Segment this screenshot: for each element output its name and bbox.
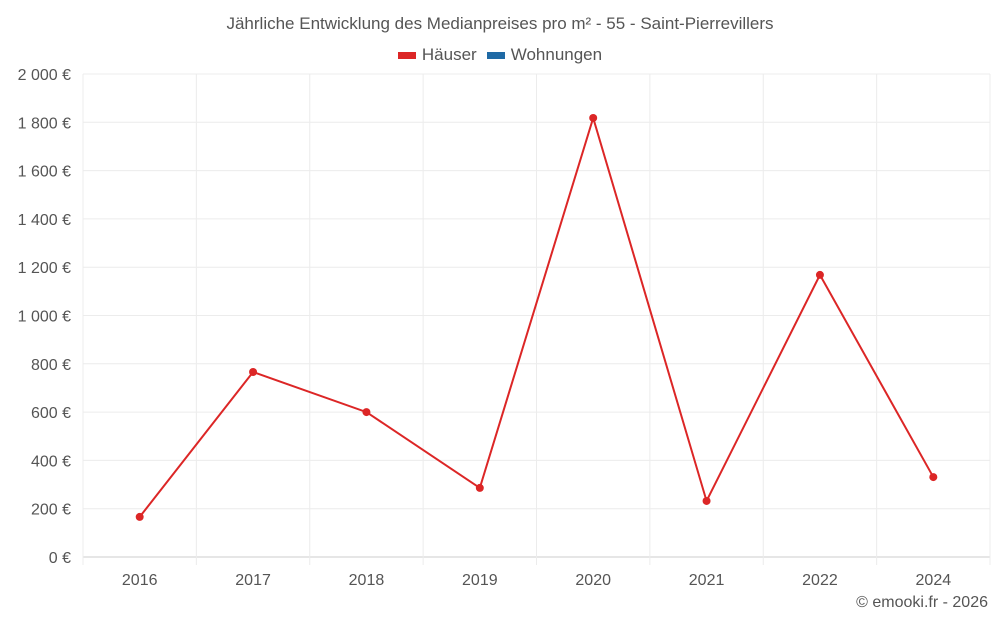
y-tick-label: 1 400 € — [18, 212, 71, 229]
y-tick-label: 600 € — [31, 405, 71, 422]
data-point — [249, 368, 258, 377]
x-tick-label: 2016 — [122, 572, 158, 589]
legend-label-houses: Häuser — [421, 45, 477, 64]
data-point — [702, 496, 711, 505]
legend: Häuser Wohnungen — [0, 45, 1000, 65]
y-tick-label: 1 600 € — [18, 164, 71, 181]
data-point — [929, 473, 938, 482]
x-tick-label: 2019 — [462, 572, 498, 589]
y-tick-label: 1 200 € — [18, 260, 71, 277]
y-tick-label: 0 € — [49, 550, 71, 567]
y-tick-label: 2 000 € — [18, 67, 71, 84]
credit: © emooki.fr - 2026 — [856, 594, 988, 611]
legend-label-apartments: Wohnungen — [510, 45, 603, 64]
data-point — [135, 512, 144, 521]
x-tick-label: 2022 — [802, 572, 838, 589]
data-point — [362, 408, 371, 417]
y-tick-label: 800 € — [31, 357, 71, 374]
legend-swatch-apartments — [486, 51, 505, 59]
data-point — [815, 270, 824, 279]
data-point — [475, 483, 484, 492]
data-point — [589, 113, 598, 122]
x-tick-label: 2020 — [575, 572, 611, 589]
y-tick-label: 200 € — [31, 502, 71, 519]
x-tick-label: 2017 — [235, 572, 271, 589]
legend-item-houses[interactable]: Häuser — [397, 45, 477, 65]
y-tick-label: 400 € — [31, 453, 71, 470]
x-tick-label: 2018 — [349, 572, 385, 589]
legend-swatch-houses — [397, 51, 416, 59]
y-tick-label: 1 000 € — [18, 309, 71, 326]
legend-item-apartments[interactable]: Wohnungen — [486, 45, 603, 65]
chart-title: Jährliche Entwicklung des Medianpreises … — [226, 14, 774, 33]
y-tick-label: 1 800 € — [18, 115, 71, 132]
x-tick-label: 2024 — [916, 572, 952, 589]
series-line — [138, 114, 935, 518]
x-tick-label: 2021 — [689, 572, 725, 589]
